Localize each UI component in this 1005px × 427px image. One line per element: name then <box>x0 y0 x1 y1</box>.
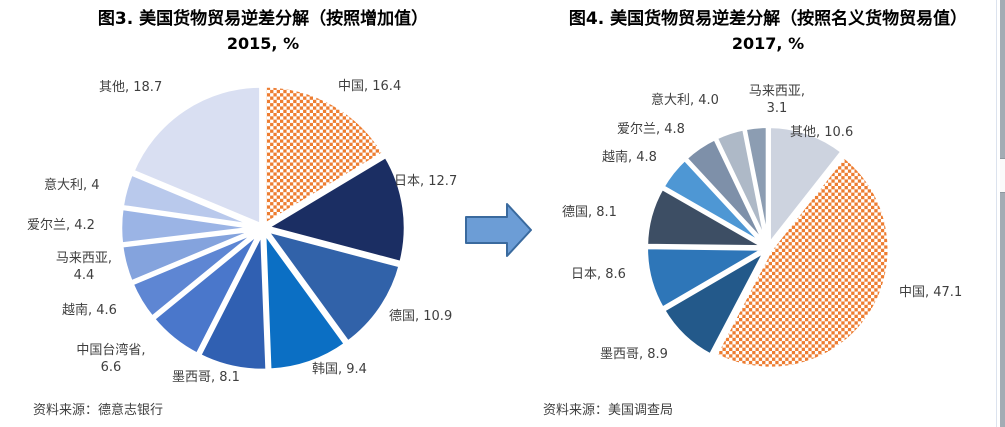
slice-label: 中国, 47.1 <box>899 285 963 300</box>
slice-label: 爱尔兰, 4.8 <box>617 122 685 137</box>
pie-slice-fig3-3 <box>261 228 349 373</box>
right-arrow-icon <box>465 203 532 257</box>
slice-label: 马来西亚, 3.1 <box>748 84 806 116</box>
pie-slice-fig3-0 <box>262 83 387 228</box>
fig3-source-note: 资料来源：德意志银行 <box>33 403 164 418</box>
slice-label: 其他, 10.6 <box>790 125 854 140</box>
fig4-pie-chart <box>644 124 892 371</box>
fig3-title: 图3. 美国货物贸易逆差分解（按照增加值） <box>97 9 429 29</box>
slice-label: 中国台湾省, 6.6 <box>76 343 146 375</box>
pie-slice-fig4-1 <box>713 154 892 371</box>
pie-slice-fig3-1 <box>263 153 409 266</box>
fig3-pie-chart <box>117 83 409 374</box>
slice-label: 德国, 8.1 <box>562 205 617 220</box>
slice-label: 其他, 18.7 <box>99 80 163 95</box>
slice-label: 德国, 10.9 <box>389 309 453 324</box>
slice-label: 越南, 4.6 <box>62 303 117 318</box>
slice-label: 日本, 12.7 <box>394 174 458 189</box>
slice-label: 墨西哥, 8.1 <box>172 370 240 385</box>
slice-label: 中国, 16.4 <box>338 79 402 94</box>
fig4-subtitle: 2017, % <box>731 34 805 53</box>
table-cell-border <box>996 0 997 427</box>
pie-slice-fig3-2 <box>263 227 404 346</box>
slice-label: 爱尔兰, 4.2 <box>27 218 95 233</box>
slice-label: 越南, 4.8 <box>602 150 657 165</box>
fig3-subtitle: 2015, % <box>226 34 300 53</box>
slice-label: 马来西亚, 4.4 <box>55 251 113 283</box>
slice-label: 韩国, 9.4 <box>312 362 367 377</box>
slice-label: 日本, 8.6 <box>571 267 626 282</box>
pie-slice-fig3-10 <box>129 83 264 228</box>
fig4-source-note: 资料来源：美国调查局 <box>543 403 674 418</box>
slice-label: 墨西哥, 8.9 <box>600 347 668 362</box>
slice-label: 意大利, 4 <box>44 178 100 193</box>
pie-slice-fig4-0 <box>766 124 845 248</box>
scrollbar-thumb[interactable] <box>1000 158 1005 193</box>
vertical-scrollbar[interactable] <box>1000 0 1005 427</box>
pie-slice-fig4-8 <box>742 124 770 248</box>
fig4-title: 图4. 美国货物贸易逆差分解（按照名义货物贸易值） <box>568 9 968 29</box>
slice-label: 意大利, 4.0 <box>651 93 719 108</box>
